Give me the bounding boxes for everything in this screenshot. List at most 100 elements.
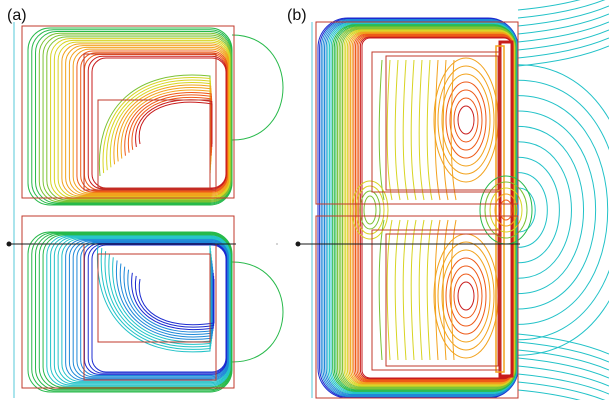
panel-b-upper-window-outline [371, 51, 501, 193]
panel-a-flux-contour [87, 55, 227, 190]
panel-a-flux-contour [102, 77, 211, 174]
panel-a-flux-contour [109, 82, 212, 168]
panel-b-flux-contour [345, 30, 515, 386]
panel-b-window-contour [426, 219, 433, 361]
panel-a-upper-window-outline [83, 53, 217, 191]
panel-a-flux-contour [72, 48, 229, 194]
panel-a-flux-contour [104, 251, 212, 348]
panel-a-flux-contour [91, 244, 227, 373]
panel-b-window-contour [437, 241, 495, 351]
panel-a-lower-core-outline [21, 215, 235, 389]
panel-b-window-contour [402, 219, 409, 361]
panel-b-flux-contour [325, 21, 518, 395]
panel-a-flux-contour [35, 31, 232, 204]
panel-a-lower-coil-outline [97, 253, 211, 343]
panel-b-fringe-contour [517, 37, 609, 59]
panel-b-window-contour [441, 73, 491, 167]
panel-b-window-contour [386, 219, 393, 361]
panel-b-gap-contour [351, 180, 389, 240]
panel-b-window-contour [394, 219, 401, 361]
panel-a-flux-contour [80, 52, 228, 192]
panel-b-flux-contour [353, 33, 514, 383]
panel-b-fringe-contour [517, 110, 596, 310]
panel-b-window-contour [445, 257, 487, 335]
panel-b-fringe-contour [517, 389, 581, 400]
panel-b-fringe-contour [517, 373, 609, 395]
panel-b-fringe-contour [517, 333, 609, 355]
panel-b-fringe-contour [517, 341, 609, 363]
panel-a-flux-contour [127, 94, 212, 153]
panel-b-flux-contour [348, 31, 515, 385]
panel-b-origin-marker [295, 241, 301, 247]
panel-b-flux-contour [358, 36, 513, 380]
panel-b-fringe-contour [517, 365, 609, 387]
panel-a-upper-core-outline [21, 25, 235, 199]
panel-b-window-contour [450, 59, 457, 201]
panel-b-window-contour [457, 281, 475, 311]
panel-a-flux-contour [134, 275, 215, 328]
panel-b-fringe-contour [517, 125, 584, 295]
panel-b-window-contour [386, 59, 393, 201]
panel-b-fringe-contour [517, 5, 609, 27]
panel-a-flux-contour [42, 234, 232, 388]
panel-a-flux-contour [42, 34, 232, 202]
panel-b-window-contour [410, 59, 417, 201]
panel-b-lower-coil-outline [385, 233, 499, 367]
panel-a-flux-contour [80, 242, 228, 377]
panel-b-upper-coil-outline [385, 55, 499, 191]
panel-b-fringe-contour [517, 141, 572, 279]
panel-b-label: (b) [287, 7, 307, 24]
panel-a-flux-contour [61, 43, 230, 197]
panel-b-fringe-contour [517, 357, 609, 379]
panel-b-window-contour [378, 219, 385, 361]
panel-b-window-contour [418, 59, 425, 201]
panel-a-flux-contour [68, 239, 229, 380]
panel-b-window-contour [394, 59, 401, 201]
panel-b-window-contour [453, 97, 479, 143]
panel-b-flux-contour [340, 27, 516, 389]
panel-a-flux-contour [35, 233, 232, 391]
panel-b-flux-contour [350, 32, 515, 384]
panel-b-window-contour [449, 89, 483, 151]
panel-b-window-contour [434, 219, 441, 361]
panel-b-window-contour [441, 249, 491, 343]
panel-a-flux-contour [38, 32, 232, 203]
panel-a-field-plot [6, 22, 284, 398]
panel-b-window-contour [445, 81, 487, 159]
panel-b-lower-core-outline [315, 215, 519, 399]
panel-b-fringe-contour [517, 349, 609, 371]
panel-b-saturation-band [495, 45, 505, 373]
panel-a-flux-contour [65, 239, 229, 381]
panel-b-flux-contour [343, 29, 515, 387]
panel-a-fringe-contour [231, 261, 284, 363]
panel-b-window-contour [437, 65, 495, 175]
panel-b-flux-contour [335, 25, 517, 391]
panel-a-flux-contour [72, 240, 229, 379]
panel-b-flux-contour [354, 34, 514, 382]
panel-a-flux-contour [138, 278, 215, 326]
panel-b-fringe-contour [517, 0, 581, 11]
panel-a-flux-contour [100, 248, 211, 350]
panel-b-window-contour [457, 105, 475, 135]
panel-b-fringe-contour [517, 13, 609, 35]
panel-a-flux-contour [108, 254, 212, 345]
panel-a-fringe-contour [231, 34, 284, 141]
panel-b-gap-contour [363, 195, 377, 225]
panel-a-flux-contour [119, 263, 213, 338]
panel-a-flux-contour [65, 45, 229, 196]
panel-b-fringe-contour [517, 21, 609, 43]
panel-a-flux-contour [131, 96, 213, 150]
panel-b-fringe-contour [517, 29, 609, 51]
panel-a-flux-contour [117, 87, 212, 162]
panel-a-flux-contour [76, 241, 228, 378]
panel-a-flux-contour [68, 46, 229, 195]
panel-a-flux-contour [138, 101, 213, 145]
panel-a-flux-contour [83, 242, 228, 375]
panel-a-label: (a) [7, 7, 27, 24]
panel-a-origin-marker [6, 241, 12, 247]
panel-a-flux-contour [115, 260, 213, 340]
panel-b-gap-contour [484, 181, 528, 239]
panel-b-window-contour [410, 219, 417, 361]
panel-b-gap-contour [499, 199, 513, 221]
panel-b-fringe-contour [517, 187, 536, 233]
